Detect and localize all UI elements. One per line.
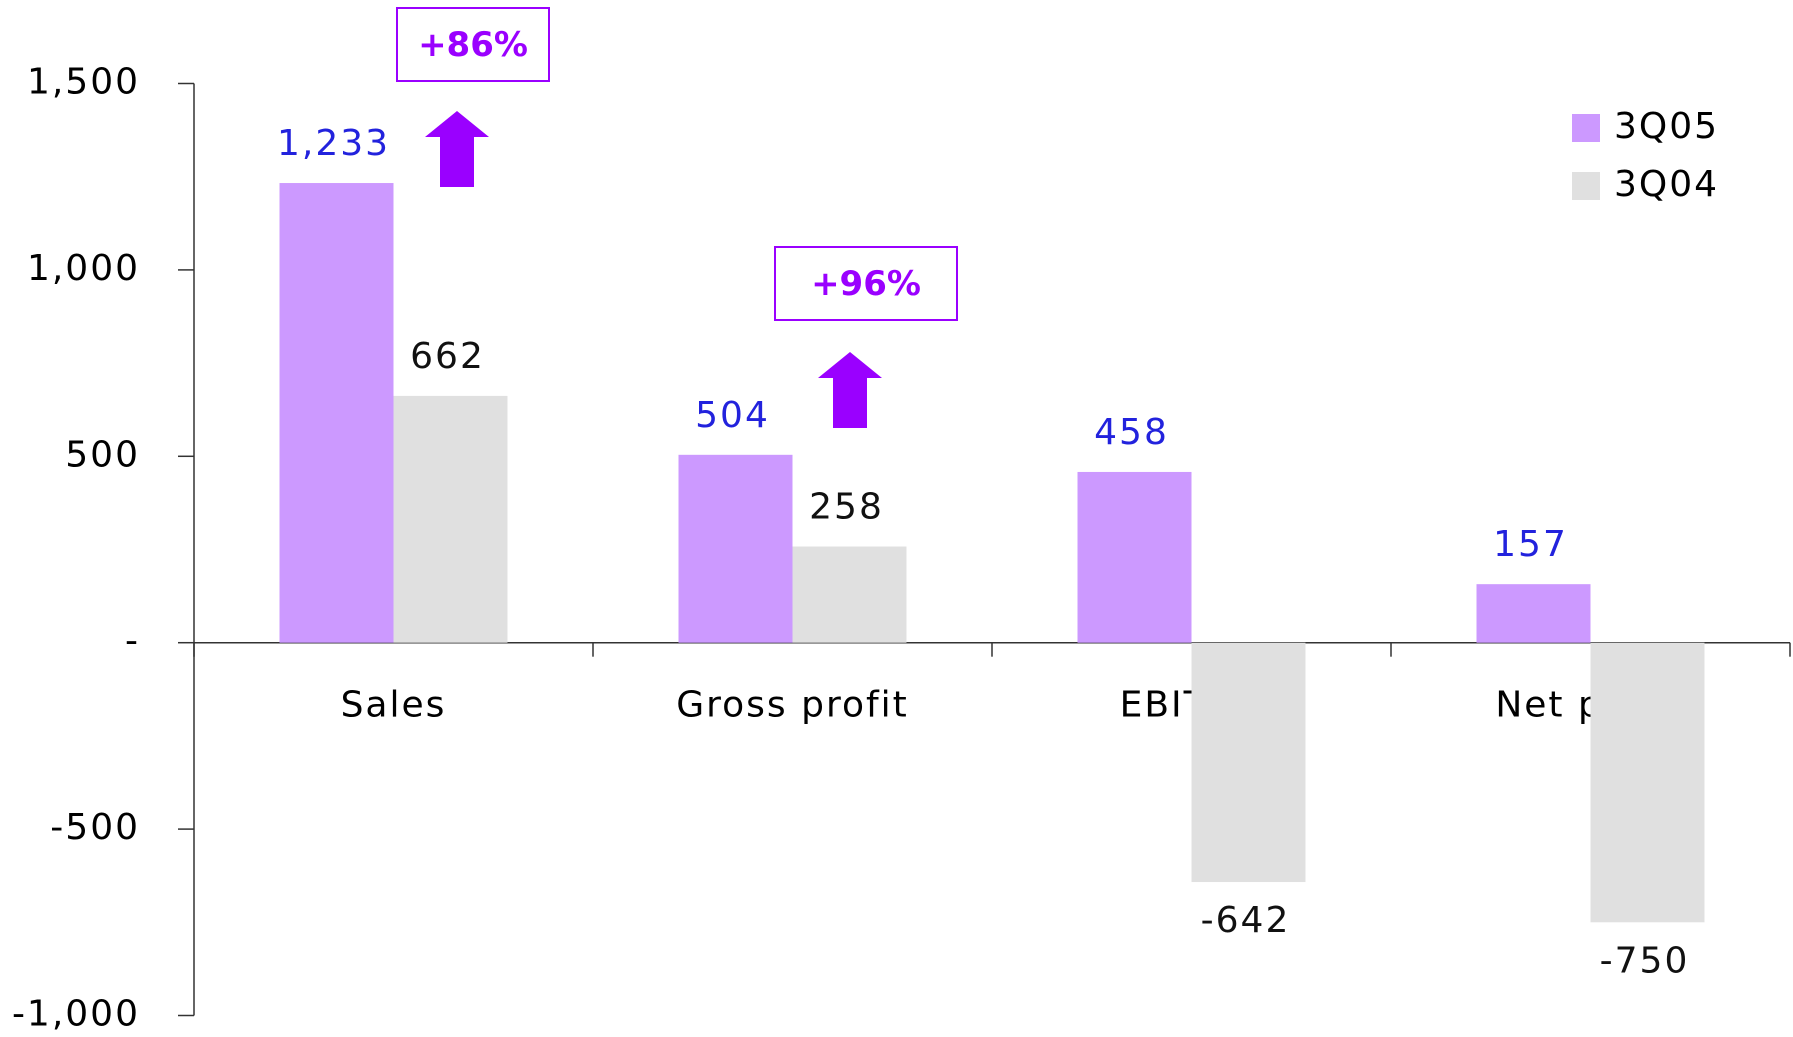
y-tick-label: 1,500 [27, 62, 140, 103]
arrow [425, 111, 489, 187]
data-label: 504 [695, 395, 770, 436]
annotation-box [396, 7, 550, 82]
y-tick-label: 1,000 [27, 248, 140, 289]
legend-label: 3Q04 [1614, 164, 1719, 205]
legend-swatch [1572, 114, 1600, 142]
x-tick-label: Gross profit [676, 685, 909, 726]
annotation: +96% [811, 264, 921, 304]
bar [279, 183, 394, 643]
y-tick-label: 500 [65, 434, 140, 475]
data-label: 258 [809, 487, 884, 528]
bar [678, 454, 793, 643]
bar [1476, 584, 1591, 643]
data-label: -750 [1600, 940, 1690, 981]
data-label: 662 [410, 336, 485, 377]
data-label: 1,233 [277, 123, 390, 164]
y-tick-label: - [125, 621, 140, 662]
annotation-box [774, 246, 958, 321]
data-label: 157 [1493, 524, 1568, 565]
annotation: +86% [418, 25, 528, 65]
data-label: -642 [1201, 900, 1291, 941]
legend-label: 3Q05 [1614, 106, 1719, 147]
y-tick-label: -500 [50, 807, 140, 848]
bar [1077, 471, 1192, 643]
bar [393, 395, 508, 643]
legend-swatch [1572, 172, 1600, 200]
y-tick-label: -1,000 [12, 994, 140, 1035]
data-label: 458 [1094, 412, 1169, 453]
bar [792, 546, 907, 643]
x-tick-label: Sales [341, 685, 447, 726]
arrow [818, 352, 882, 428]
bar [1191, 642, 1306, 883]
bar [1590, 642, 1705, 923]
